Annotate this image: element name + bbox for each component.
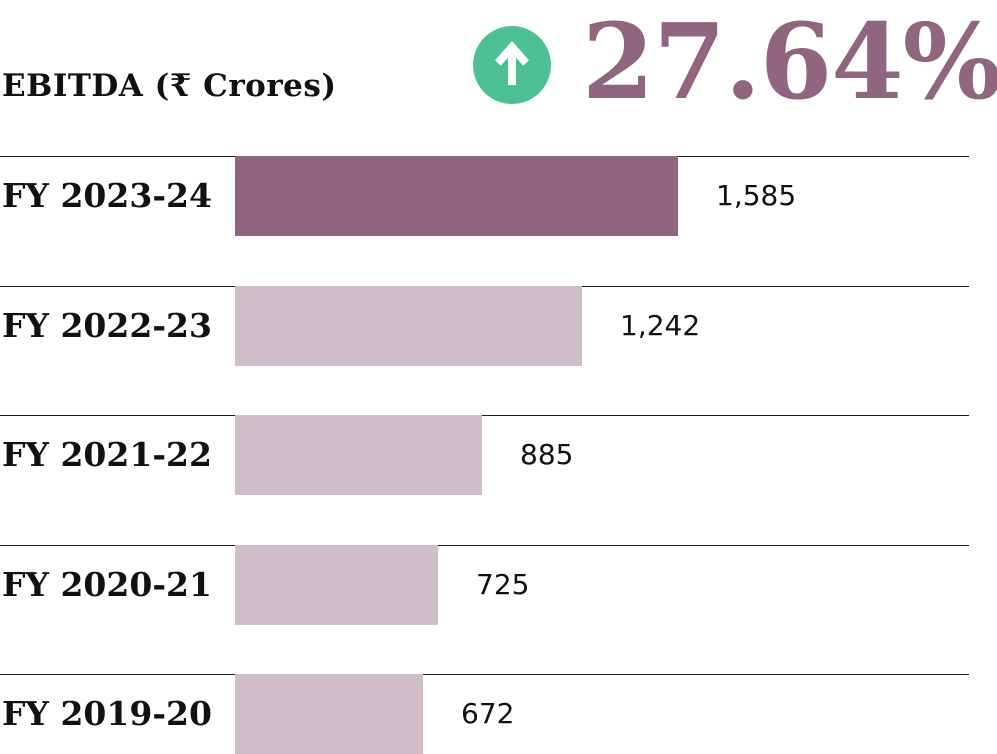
bar bbox=[235, 544, 438, 625]
category-label: FY 2023-24 bbox=[2, 176, 212, 215]
bar bbox=[235, 156, 678, 236]
bar bbox=[235, 415, 482, 495]
row-divider bbox=[0, 674, 969, 675]
arrow-up-circle-icon bbox=[473, 26, 551, 104]
category-label: FY 2022-23 bbox=[2, 305, 212, 345]
bar bbox=[235, 674, 423, 754]
value-label: 672 bbox=[461, 697, 515, 730]
value-label: 1,585 bbox=[716, 179, 797, 212]
growth-percentage: 27.64% bbox=[582, 0, 997, 123]
chart-title: EBITDA (₹ Crores) bbox=[2, 68, 337, 104]
row-divider bbox=[0, 544, 969, 546]
category-label: FY 2021-22 bbox=[2, 435, 212, 474]
category-label: FY 2019-20 bbox=[2, 694, 212, 733]
bar bbox=[235, 285, 582, 366]
category-label: FY 2020-21 bbox=[2, 564, 212, 604]
value-label: 725 bbox=[476, 567, 530, 601]
row-divider bbox=[0, 415, 969, 416]
value-label: 1,242 bbox=[620, 308, 701, 342]
value-label: 885 bbox=[520, 438, 574, 471]
